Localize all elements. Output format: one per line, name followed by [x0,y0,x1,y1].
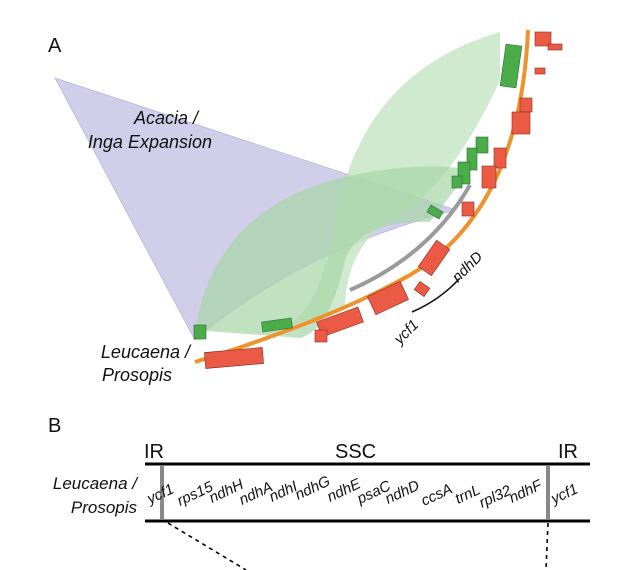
green-gene-blocks [193,43,523,340]
red-block [413,281,431,297]
gene-label-ycf1: ycf1 [390,316,422,348]
ir-right-label: IR [558,441,578,463]
ssc-gene-labels: ycf1 rps15 ndhH ndhA ndhI ndhG ndhE psaC… [144,473,581,512]
expansion-label-line2: Inga Expansion [88,132,212,152]
gene-ndhf: ndhF [507,476,546,506]
green-block [466,147,478,171]
red-block [493,147,507,169]
ir-left-label: IR [144,441,164,463]
green-block [426,204,444,220]
green-block [193,324,207,340]
red-block [461,201,475,217]
row-label-line2: Prosopis [71,498,138,517]
green-block [261,317,293,333]
synteny-ribbon-lower [195,166,470,338]
panel-a-letter: A [48,35,62,57]
group-label-line2: Prosopis [102,365,172,385]
gene-ycf1-right: ycf1 [548,481,581,508]
red-block [534,31,552,47]
green-block [475,136,489,154]
gene-ccsa: ccsA [419,480,456,509]
dashed-link-right [545,522,549,570]
row-label-line1: Leucaena / [53,474,139,493]
ssc-label: SSC [335,441,376,463]
red-block [367,280,409,316]
red-block [519,97,533,113]
panel-b-letter: B [48,415,61,437]
gene-label-ndhd: ndhD [449,248,486,285]
red-block [316,306,364,338]
green-block [499,43,523,89]
red-block [534,67,546,75]
group-label-line1: Leucaena / [101,342,192,362]
expansion-label-line1: Acacia / [133,108,200,128]
green-block [451,175,463,189]
red-block [511,111,531,135]
dashed-link-left [167,522,247,570]
red-block [204,347,264,369]
grey-genome-arc [349,184,472,292]
red-block [314,329,328,343]
ndhd-ycf1-connector [411,277,461,313]
red-block [481,165,497,189]
red-block [417,239,451,277]
gene-ndhd: ndhD [383,477,423,508]
red-block [547,43,563,51]
red-gene-blocks [204,31,563,369]
